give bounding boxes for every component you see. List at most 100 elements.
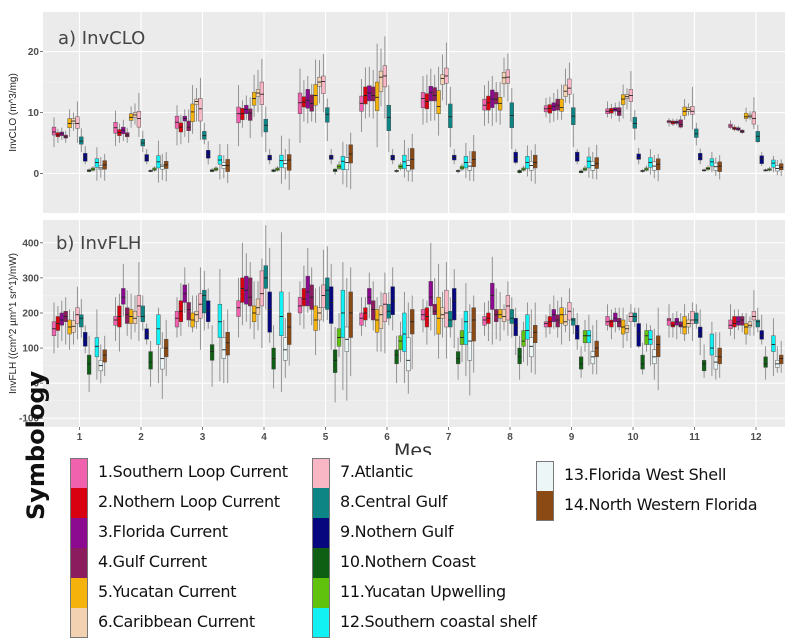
box-north-western-florida <box>717 155 722 180</box>
legend-label: 3.Florida Current <box>98 522 228 541</box>
box-body <box>513 318 518 337</box>
box-body <box>436 296 441 335</box>
month-group-9 <box>543 62 599 180</box>
box-nothern-loop-current <box>424 74 430 123</box>
box-body <box>51 126 57 136</box>
box-body <box>505 69 511 84</box>
box-atlantic <box>751 97 757 129</box>
box-body <box>75 116 80 129</box>
box-gulf-current <box>186 109 191 143</box>
box-nothern-gulf <box>83 325 88 354</box>
box-north-western-florida <box>410 295 415 370</box>
x-axis-label: Mes <box>394 440 432 455</box>
box-central-gulf <box>263 225 268 310</box>
month-group-4 <box>236 58 292 190</box>
box-florida-west-shell <box>529 150 534 182</box>
legend-label: 6.Caribbean Current <box>98 612 255 631</box>
box-nothern-coast <box>209 167 215 173</box>
box-body <box>759 155 764 164</box>
box-southern-coastal-shelf <box>648 325 653 366</box>
box-yucatan-current <box>251 281 257 340</box>
box-atlantic <box>75 101 80 143</box>
box-body <box>582 330 588 344</box>
x-tick-label: 9 <box>569 432 575 443</box>
box-atlantic <box>567 288 572 342</box>
box-yucatan-current <box>559 297 564 345</box>
month-group-7 <box>420 42 476 182</box>
box-body <box>255 298 261 315</box>
box-body <box>378 305 384 329</box>
box-nothern-coast <box>517 335 522 380</box>
box-body <box>452 288 457 321</box>
box-body <box>751 111 757 125</box>
month-group-2 <box>113 262 169 399</box>
legend-label: 8.Central Gulf <box>340 492 448 511</box>
box-body <box>190 103 195 122</box>
box-body <box>678 119 683 128</box>
box-body <box>321 284 326 308</box>
box-central-gulf <box>140 130 145 153</box>
box-body <box>717 161 722 172</box>
box-yucatan-current <box>436 66 441 136</box>
box-body <box>251 305 257 322</box>
box-body <box>348 291 353 338</box>
box-nothern-gulf <box>206 288 211 329</box>
box-atlantic <box>628 71 634 122</box>
month-group-10 <box>605 71 661 182</box>
box-body <box>632 117 637 129</box>
box-nothern-loop-current <box>609 309 614 340</box>
box-nothern-gulf <box>329 149 334 165</box>
month-group-8 <box>482 256 538 380</box>
box-florida-current <box>121 263 126 317</box>
legend-label: 7.Atlantic <box>340 462 414 481</box>
legend-label: 13.Florida West Shell <box>564 465 727 484</box>
box-southern-loop-current <box>236 277 241 338</box>
box-florida-current <box>305 248 310 313</box>
box-florida-west-shell <box>283 318 288 378</box>
box-central-gulf <box>386 85 391 153</box>
box-body <box>402 312 407 352</box>
legend-label: 11.Yucatan Upwelling <box>340 582 506 601</box>
legend-swatch <box>312 458 330 488</box>
month-group-1 <box>51 101 107 181</box>
box-nothern-gulf <box>636 307 641 349</box>
panel-a-y-ticks: 0 10 20 <box>28 47 43 180</box>
box-caribbean-current <box>71 311 76 345</box>
box-atlantic <box>259 58 265 137</box>
box-body <box>410 148 415 170</box>
box-florida-current <box>428 242 433 331</box>
box-body <box>690 106 695 115</box>
box-nothern-coast <box>332 327 338 403</box>
box-nothern-gulf <box>575 312 580 350</box>
box-body <box>494 309 499 322</box>
box-nothern-gulf <box>144 149 149 165</box>
box-body <box>225 332 230 356</box>
box-body <box>140 305 145 322</box>
box-north-western-florida <box>656 307 661 391</box>
box-body <box>632 312 637 322</box>
x-tick-label: 10 <box>627 432 639 443</box>
box-southern-coastal-shelf <box>771 155 776 173</box>
box-body <box>698 326 703 338</box>
x-tick-label: 2 <box>138 432 144 443</box>
box-body <box>279 154 284 168</box>
box-nothern-loop-current <box>178 283 184 336</box>
box-body <box>759 330 764 340</box>
box-body <box>467 332 472 361</box>
month-group-11 <box>666 302 722 380</box>
box-southern-coastal-shelf <box>94 309 100 380</box>
box-florida-current <box>121 119 126 142</box>
y-tick-label: 10 <box>28 108 40 119</box>
box-gulf-current <box>186 283 191 328</box>
box-nothern-loop-current <box>363 297 368 328</box>
box-body <box>694 312 699 324</box>
box-body <box>94 158 100 168</box>
box-body <box>198 293 203 319</box>
box-atlantic <box>136 93 142 137</box>
x-axis-tick-labels: 1 2 3 4 5 6 7 8 9 10 11 12 <box>77 427 762 443</box>
box-yucatan-upwelling <box>336 161 342 171</box>
box-body <box>509 309 514 324</box>
box-southern-loop-current <box>728 120 733 129</box>
box-nothern-coast <box>763 168 768 172</box>
box-body <box>340 156 346 170</box>
